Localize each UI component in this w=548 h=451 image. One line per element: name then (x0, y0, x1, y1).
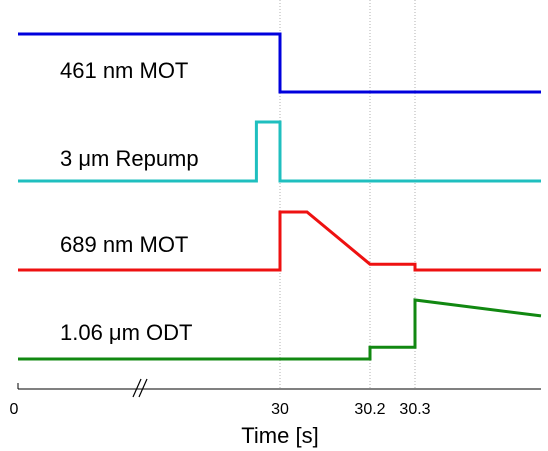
series-line (18, 298, 542, 361)
series-line (18, 32, 541, 94)
series-line (18, 120, 541, 183)
grid-lines (279, 0, 416, 389)
axis-break-mark (138, 378, 148, 398)
series-labels: 461 nm MOT 3 μm Repump 689 nm MOT 1.06 μm O… (60, 58, 199, 345)
x-axis-label: Time [s] (241, 423, 318, 448)
series-label: 461 nm MOT (60, 58, 188, 83)
series-line (18, 210, 541, 272)
x-axis: 0 30 30.2 30.3 (10, 378, 541, 418)
axis-break-mark (132, 378, 142, 398)
x-tick-label: 30 (271, 401, 289, 418)
series-label: 689 nm MOT (60, 232, 188, 257)
x-tick-label: 30.2 (354, 401, 385, 418)
x-tick-label: 0 (10, 401, 19, 418)
plot-traces (18, 32, 542, 361)
series-label: 1.06 μm ODT (60, 320, 192, 345)
series-label: 3 μm Repump (60, 146, 199, 171)
x-tick-label: 30.3 (399, 401, 430, 418)
